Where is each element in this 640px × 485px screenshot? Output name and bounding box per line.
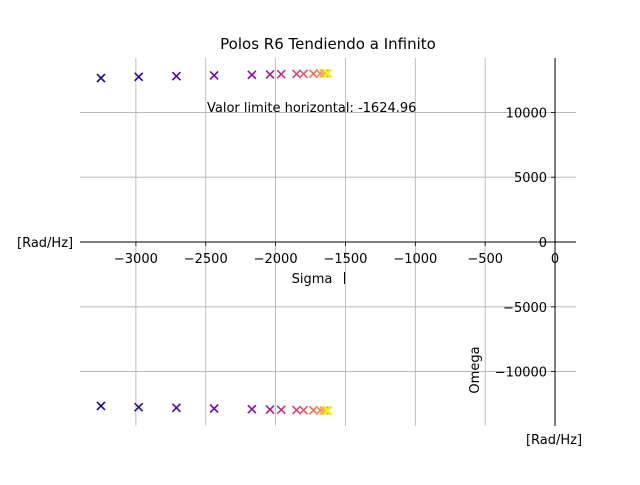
chart-title: Polos R6 Tendiendo a Infinito bbox=[220, 35, 436, 53]
y-tick-label: −10000 bbox=[495, 366, 547, 381]
pole-marker bbox=[265, 404, 275, 415]
pole-marker bbox=[291, 405, 302, 415]
x-tick-label: −500 bbox=[467, 252, 503, 267]
pole-marker-stroke bbox=[308, 69, 318, 79]
pole-marker bbox=[171, 71, 181, 81]
x-tick-label: −1000 bbox=[393, 252, 437, 267]
pole-marker-stroke bbox=[319, 405, 329, 416]
y-tick-label: 5000 bbox=[514, 171, 547, 186]
pole-marker-stroke bbox=[291, 405, 302, 415]
pole-marker-stroke bbox=[171, 71, 181, 81]
pole-marker-stroke bbox=[247, 404, 257, 414]
y-tick-label: 10000 bbox=[506, 106, 547, 121]
pole-marker-stroke bbox=[323, 68, 333, 78]
pole-marker-stroke bbox=[323, 406, 333, 416]
pole-marker-stroke bbox=[321, 68, 331, 78]
pole-marker bbox=[96, 401, 106, 411]
pole-marker bbox=[321, 406, 331, 416]
pole-marker bbox=[323, 68, 333, 78]
tick-labels: −3000 −2500 −2000 −1500 −1000 −500 0−10000−500… bbox=[114, 106, 559, 380]
pole-marker-stroke bbox=[247, 70, 257, 80]
pole-marker-stroke bbox=[276, 69, 286, 79]
pole-marker bbox=[265, 69, 275, 80]
pole-marker-stroke bbox=[265, 404, 275, 415]
horizontal-limit-annotation: Valor limite horizontal: -1624.96 bbox=[207, 101, 416, 116]
pole-marker-stroke bbox=[209, 70, 219, 81]
x-axis-unit-label: [Rad/Hz] bbox=[17, 236, 73, 251]
pole-marker bbox=[291, 69, 302, 79]
pole-marker bbox=[321, 68, 331, 78]
pole-marker bbox=[209, 70, 219, 81]
y-tick-label: 0 bbox=[539, 236, 547, 251]
pole-marker bbox=[276, 69, 286, 79]
pole-marker-stroke bbox=[171, 403, 181, 413]
pole-marker bbox=[276, 405, 286, 415]
pole-marker bbox=[134, 402, 144, 412]
x-tick-label: −2500 bbox=[184, 252, 228, 267]
pole-marker bbox=[298, 405, 309, 415]
pole-marker bbox=[209, 403, 219, 414]
pole-marker bbox=[308, 69, 318, 79]
x-tick-label: −1500 bbox=[323, 252, 367, 267]
y-tick-label: −5000 bbox=[503, 301, 547, 316]
pole-marker-stroke bbox=[291, 69, 302, 79]
pole-marker bbox=[323, 406, 333, 416]
y-axis-unit-label: [Rad/Hz] bbox=[526, 433, 582, 448]
pole-marker-stroke bbox=[96, 73, 106, 83]
x-tick-label: 0 bbox=[551, 252, 559, 267]
pole-marker-stroke bbox=[298, 405, 309, 415]
pole-marker-stroke bbox=[276, 405, 286, 415]
pole-marker bbox=[171, 403, 181, 413]
pole-marker bbox=[247, 404, 257, 414]
x-tick-label: −2000 bbox=[254, 252, 298, 267]
pole-marker bbox=[134, 72, 144, 82]
data-points bbox=[96, 68, 333, 416]
pole-marker-stroke bbox=[209, 403, 219, 414]
pole-marker-stroke bbox=[298, 69, 309, 79]
x-axis-label: Sigma bbox=[292, 272, 333, 287]
pole-marker-stroke bbox=[134, 402, 144, 412]
axes bbox=[80, 58, 576, 426]
y-axis-label: Omega bbox=[468, 346, 483, 393]
x-tick-label: −3000 bbox=[114, 252, 158, 267]
pole-marker bbox=[308, 405, 318, 415]
pole-marker bbox=[96, 73, 106, 83]
pole-marker-stroke bbox=[96, 401, 106, 411]
pole-marker bbox=[298, 69, 309, 79]
pole-marker-stroke bbox=[308, 405, 318, 415]
pole-marker-stroke bbox=[321, 406, 331, 416]
pole-marker bbox=[247, 70, 257, 80]
pole-marker-stroke bbox=[134, 72, 144, 82]
pole-marker-stroke bbox=[265, 69, 275, 80]
